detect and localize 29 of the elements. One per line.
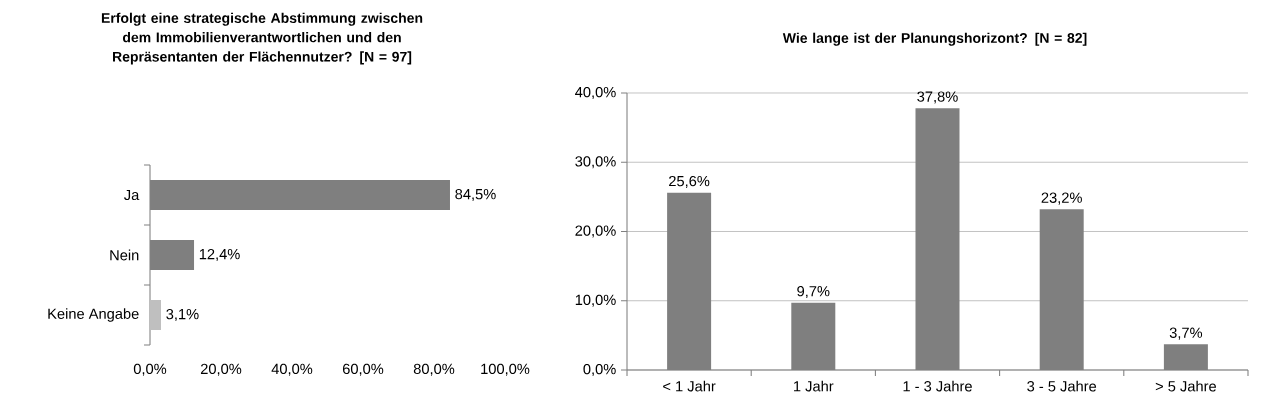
x-tick-label: 0,0% bbox=[133, 363, 167, 376]
y-tick-label: 10,0% bbox=[575, 294, 616, 307]
y-tick-label: Keine Angabe bbox=[48, 308, 139, 322]
x-tick-label: 1 Jahr bbox=[794, 380, 834, 392]
data-label: 25,6% bbox=[669, 175, 710, 189]
chart-title: Erfolgt eine strategische Abstimmung zwischen dem Immobilienverantwortlichen und den Repräsentanten der Flächennutzer? [N = 97] bbox=[101, 12, 423, 65]
data-label: 3,7% bbox=[1169, 327, 1203, 340]
data-label: 23,2% bbox=[1041, 192, 1082, 205]
x-tick-label: 80,0% bbox=[413, 363, 455, 376]
y-tick-label: Ja bbox=[124, 189, 140, 201]
data-label: 9,7% bbox=[797, 286, 830, 299]
data-label: 12,4% bbox=[199, 248, 240, 262]
y-tick-label: 20,0% bbox=[575, 225, 616, 238]
y-tick-label: Nein bbox=[110, 249, 139, 261]
bar bbox=[150, 299, 162, 330]
x-tick-label: 3 - 5 Jahre bbox=[1027, 380, 1097, 392]
data-label: 3,1% bbox=[166, 308, 199, 322]
x-tick-label: < 1 Jahr bbox=[663, 380, 716, 392]
x-tick-label: 60,0% bbox=[342, 363, 384, 376]
x-tick-label: > 5 Jahre bbox=[1155, 380, 1217, 392]
x-tick-label: 100,0% bbox=[481, 363, 530, 376]
data-label: 37,8% bbox=[917, 91, 958, 104]
x-tick-label: 20,0% bbox=[200, 363, 242, 376]
chart-title: Wie lange ist der Planungshorizont? [N = 82] bbox=[782, 32, 1087, 46]
y-tick-label: 30,0% bbox=[575, 156, 616, 169]
data-label: 84,5% bbox=[455, 188, 496, 202]
x-tick-label: 1 - 3 Jahre bbox=[903, 380, 972, 392]
y-tick-label: 40,0% bbox=[575, 86, 616, 100]
x-tick-label: 40,0% bbox=[271, 363, 313, 376]
